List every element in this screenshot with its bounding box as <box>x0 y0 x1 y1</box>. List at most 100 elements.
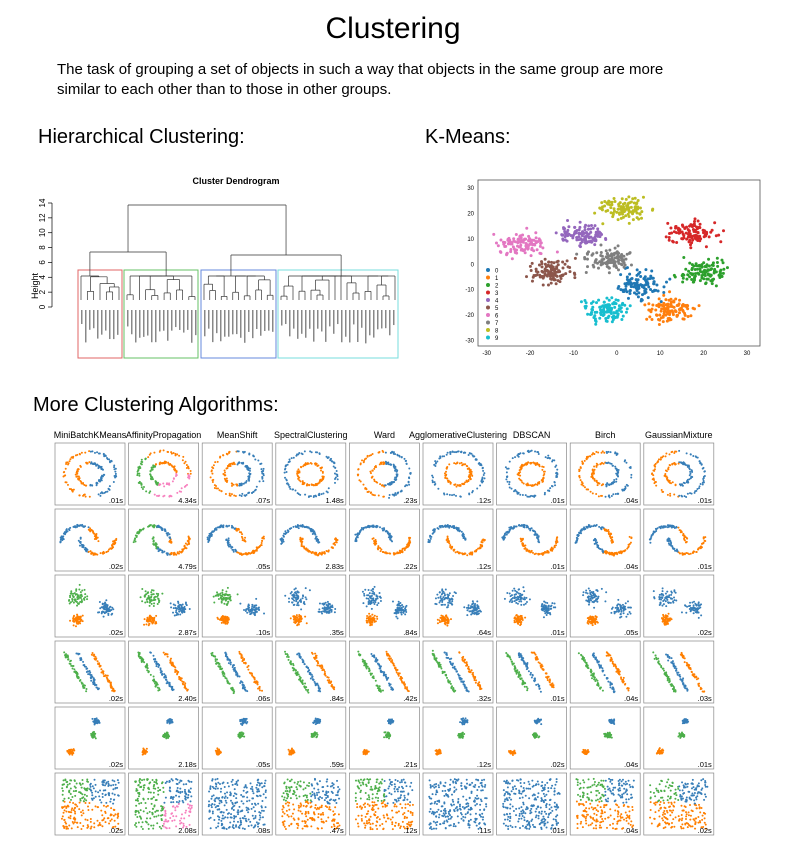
point <box>678 228 681 231</box>
point <box>107 608 109 610</box>
point <box>463 451 465 453</box>
point <box>185 547 187 549</box>
point <box>188 535 190 537</box>
point <box>256 548 258 550</box>
point <box>183 462 185 464</box>
point <box>576 540 578 542</box>
point <box>665 281 668 284</box>
point <box>376 482 378 484</box>
point <box>258 606 260 608</box>
point <box>549 277 552 280</box>
point <box>151 476 153 478</box>
point <box>536 534 538 536</box>
point <box>684 268 687 271</box>
point <box>552 274 555 277</box>
point <box>640 210 643 213</box>
point <box>497 244 500 247</box>
point <box>689 233 692 236</box>
point <box>578 244 581 247</box>
point <box>668 290 671 293</box>
leaf-label <box>313 310 315 342</box>
point <box>606 482 608 484</box>
point <box>252 455 254 457</box>
point <box>241 533 243 535</box>
point <box>145 490 147 492</box>
point <box>262 470 264 472</box>
point <box>530 551 532 553</box>
point <box>672 300 675 303</box>
point <box>114 542 116 544</box>
point <box>294 597 296 599</box>
point <box>185 602 187 604</box>
point <box>75 454 77 456</box>
leaf-label <box>289 310 291 336</box>
point <box>549 487 551 489</box>
point <box>378 451 380 453</box>
point <box>156 593 158 595</box>
point <box>387 462 389 464</box>
point <box>76 622 78 624</box>
point <box>358 533 360 535</box>
point <box>682 463 684 465</box>
point <box>300 524 302 526</box>
point <box>229 597 231 599</box>
point <box>691 263 694 266</box>
point <box>689 474 691 476</box>
point <box>74 598 76 600</box>
point <box>506 471 508 473</box>
point <box>622 255 625 258</box>
point <box>651 303 654 306</box>
point <box>76 605 78 607</box>
point <box>145 590 147 592</box>
point <box>552 261 555 264</box>
point <box>611 495 613 497</box>
point <box>454 527 456 529</box>
point <box>580 300 583 303</box>
point <box>555 271 558 274</box>
point <box>669 305 672 308</box>
point <box>152 620 154 622</box>
point <box>551 547 553 549</box>
point <box>167 552 169 554</box>
point <box>530 254 533 257</box>
point <box>303 482 305 484</box>
point <box>224 619 226 621</box>
point <box>168 463 170 465</box>
point <box>573 226 576 229</box>
point <box>700 263 703 266</box>
point <box>564 263 567 266</box>
point <box>705 245 708 248</box>
point <box>605 462 607 464</box>
point <box>637 199 640 202</box>
point <box>699 485 701 487</box>
point <box>244 482 246 484</box>
point <box>79 465 81 467</box>
point <box>579 237 582 240</box>
point <box>695 551 697 553</box>
point <box>314 484 316 486</box>
point <box>609 462 611 464</box>
point <box>602 483 604 485</box>
point <box>617 244 620 247</box>
point <box>150 591 152 593</box>
point <box>653 531 655 533</box>
point <box>590 302 593 305</box>
point <box>392 494 394 496</box>
point <box>461 462 463 464</box>
point <box>237 462 239 464</box>
point <box>712 264 715 267</box>
point <box>439 526 441 528</box>
point <box>669 495 671 497</box>
point <box>234 528 236 530</box>
point <box>300 537 302 539</box>
point <box>625 462 627 464</box>
point <box>630 476 632 478</box>
point <box>621 197 624 200</box>
point <box>174 453 176 455</box>
point <box>689 468 691 470</box>
point <box>406 463 408 465</box>
point <box>102 606 104 608</box>
point <box>589 524 591 526</box>
point <box>526 496 528 498</box>
point <box>699 270 702 273</box>
